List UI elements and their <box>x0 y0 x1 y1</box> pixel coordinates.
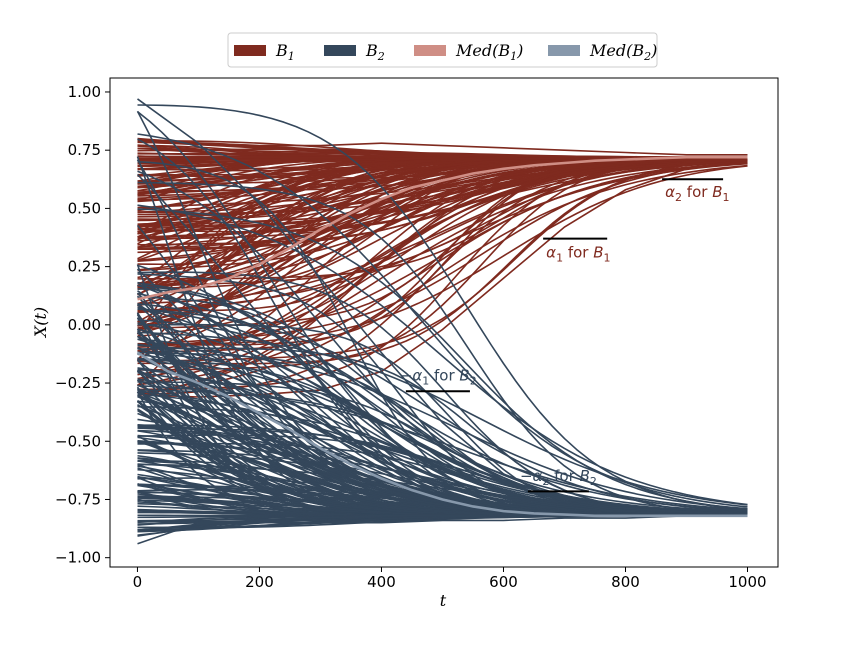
x-tick-label: 0 <box>133 573 143 591</box>
legend-label: B2 <box>365 41 385 63</box>
legend-swatch <box>414 45 446 56</box>
b1-trajectory <box>137 162 748 312</box>
b2-trajectory <box>137 98 748 517</box>
y-tick-label: 0.00 <box>68 316 101 334</box>
b2-trajectory <box>137 439 748 515</box>
b1-trajectory <box>137 160 748 382</box>
annotation-label: −α2 for B2 <box>520 467 597 488</box>
plot-frame <box>109 77 779 568</box>
annotations: α2 for B1 α1 for B1 −α1 for B2 −α2 for B2 <box>400 178 730 493</box>
y-axis-label: X(t) <box>31 307 50 339</box>
b2-trajectory <box>137 208 748 510</box>
b2-trajectory <box>137 367 748 514</box>
legend-swatch <box>324 45 356 56</box>
b2-trajectory <box>137 331 748 506</box>
b2-trajectory <box>137 133 748 508</box>
b2-trajectory <box>137 104 748 511</box>
legend-swatch <box>234 45 266 56</box>
legend: B1 B2 Med(B1) Med(B2) <box>227 32 658 68</box>
y-tick-label: −0.25 <box>55 374 101 392</box>
b2-trajectory <box>137 293 748 512</box>
x-tick-label: 600 <box>489 573 518 591</box>
y-tick-label: 1.00 <box>68 83 101 101</box>
y-tick-label: 0.75 <box>68 141 101 159</box>
x-tick-label: 1000 <box>728 573 766 591</box>
annotation-label: −α1 for B2 <box>400 367 477 388</box>
b1-trajectory <box>137 158 748 398</box>
legend-label: B1 <box>275 41 295 63</box>
legend-label: Med(B2) <box>589 41 657 63</box>
y-tick-label: −0.50 <box>55 432 101 450</box>
legend-swatch <box>548 45 580 56</box>
y-tick-label: 0.25 <box>68 258 101 276</box>
x-tick-label: 400 <box>367 573 396 591</box>
median-b1-line <box>137 155 748 301</box>
x-axis-label: t <box>440 591 447 610</box>
x-tick-label: 800 <box>611 573 640 591</box>
median-lines <box>136 155 748 518</box>
annotation-label: α2 for B1 <box>665 183 729 204</box>
b1-trajectory <box>137 159 748 305</box>
b1-trajectory <box>137 157 748 254</box>
legend-label: Med(B1) <box>455 41 523 63</box>
b2-trajectory <box>137 514 748 545</box>
axes: 0 200 400 600 800 1000 −1.00 −0.75 −0.50 −0.25 0.0… <box>55 83 767 591</box>
y-tick-label: −1.00 <box>55 549 101 567</box>
b1-trajectory <box>137 159 748 363</box>
annotation-label: α1 for B1 <box>546 243 610 264</box>
x-tick-label: 200 <box>245 573 274 591</box>
y-tick-label: 0.50 <box>68 199 101 217</box>
b1-trajectory <box>137 137 748 156</box>
median-b2-line <box>136 351 748 518</box>
y-tick-label: −0.75 <box>55 490 101 508</box>
b2-trajectory <box>137 204 748 506</box>
